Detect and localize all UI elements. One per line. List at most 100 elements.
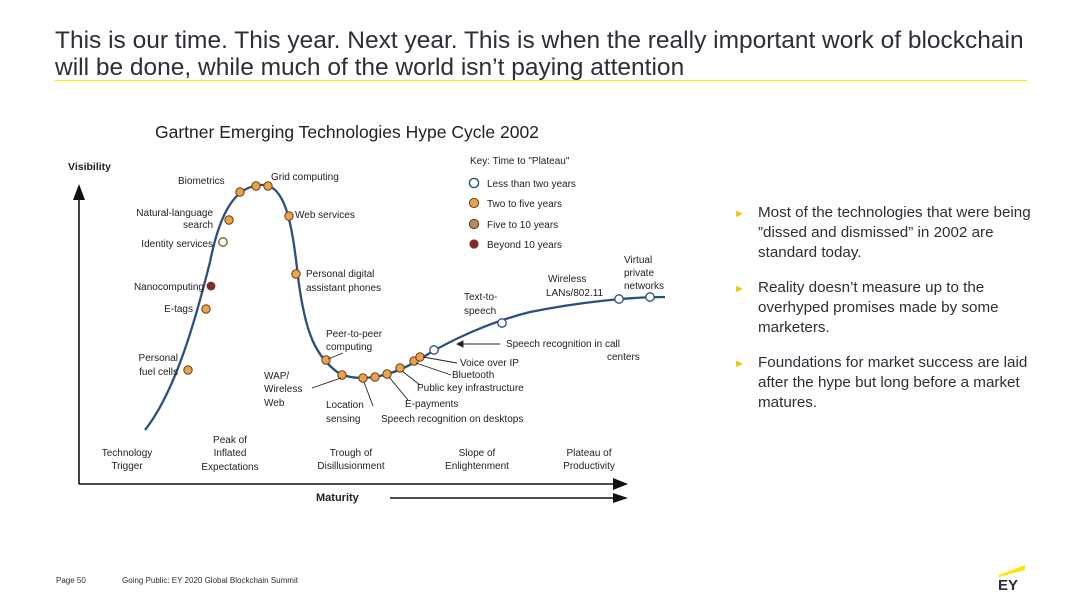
marker-pki bbox=[395, 363, 405, 373]
label-grid-computing: Grid computing bbox=[271, 172, 339, 183]
phase-peak-1: Peak of bbox=[213, 435, 247, 446]
footer-event: Going Public: EY 2020 Global Blockchain … bbox=[122, 576, 298, 585]
legend-icon-five-to-ten bbox=[468, 218, 480, 230]
label-biometrics: Biometrics bbox=[178, 176, 225, 187]
legend-icon-less-than-two bbox=[468, 177, 480, 189]
x-axis-label: Maturity bbox=[316, 492, 360, 504]
slide-title: This is our time. This year. Next year. … bbox=[55, 27, 1024, 81]
label-epayments: E-payments bbox=[405, 399, 458, 410]
leader-bluetooth bbox=[415, 362, 452, 376]
phase-trigger-2: Trigger bbox=[111, 461, 143, 472]
bullet-arrow-icon: ► bbox=[734, 358, 745, 370]
marker-fuel-cells bbox=[183, 365, 193, 375]
marker-biometrics bbox=[235, 187, 245, 197]
label-tts-2: speech bbox=[464, 306, 496, 317]
label-vpn-2: private bbox=[624, 268, 654, 279]
leader-speech-call-arrow-icon bbox=[455, 340, 464, 348]
marker-speech-call bbox=[429, 345, 439, 355]
label-vpn-1: Virtual bbox=[624, 255, 652, 266]
ey-logo: EY bbox=[998, 565, 1025, 592]
legend: Key: Time to "Plateau" Less than two yea… bbox=[468, 156, 576, 251]
legend-item-3: Five to 10 years bbox=[487, 220, 558, 231]
label-speech-call-1: Speech recognition in call bbox=[506, 339, 620, 350]
marker-web-services bbox=[284, 211, 294, 221]
phase-plateau-1: Plateau of bbox=[566, 448, 611, 459]
phase-plateau-2: Productivity bbox=[563, 461, 615, 472]
label-wireless-2: LANs/802.11 bbox=[546, 288, 604, 299]
leader-lines bbox=[311, 340, 500, 407]
bullet-item: ► Foundations for market success are laid… bbox=[734, 353, 1034, 413]
legend-icon-two-to-five bbox=[468, 197, 480, 209]
phase-slope-1: Slope of bbox=[459, 448, 496, 459]
phase-trough-2: Disillusionment bbox=[317, 461, 384, 472]
label-bluetooth: Bluetooth bbox=[452, 370, 494, 381]
legend-item-2: Two to five years bbox=[487, 199, 562, 210]
marker-vpn bbox=[645, 292, 655, 302]
y-axis-arrow-icon bbox=[73, 184, 85, 200]
technology-labels: Biometrics Grid computing Natural-langua… bbox=[134, 172, 664, 425]
marker-pda bbox=[291, 269, 301, 279]
bullet-arrow-icon: ► bbox=[734, 283, 745, 295]
leader-wap bbox=[311, 377, 342, 389]
maturity-arrow-icon bbox=[613, 493, 628, 503]
leader-location bbox=[363, 381, 374, 407]
bullet-list: ► Most of the technologies that were bein… bbox=[734, 203, 1034, 428]
label-wap-1: WAP/ bbox=[264, 371, 289, 382]
label-tts-1: Text-to- bbox=[464, 292, 497, 303]
leader-pki bbox=[401, 370, 421, 386]
phase-trigger-1: Technology bbox=[102, 448, 153, 459]
label-wireless-1: Wireless bbox=[548, 274, 586, 285]
label-etags: E-tags bbox=[164, 304, 193, 315]
marker-identity bbox=[218, 237, 228, 247]
marker-grid-b bbox=[263, 181, 273, 191]
label-nl-1: Natural-language bbox=[136, 208, 213, 219]
marker-etags bbox=[201, 304, 211, 314]
label-speech-call-2: centers bbox=[607, 352, 640, 363]
phase-labels: Technology Trigger Peak of Inflated Expe… bbox=[102, 435, 615, 473]
legend-item-1: Less than two years bbox=[487, 179, 576, 190]
label-wap-3: Web bbox=[264, 398, 285, 409]
label-pda-2: assistant phones bbox=[306, 283, 381, 294]
phase-peak-2: Inflated bbox=[214, 448, 247, 459]
leader-p2p bbox=[327, 352, 344, 360]
label-p2p-2: computing bbox=[326, 342, 372, 353]
marker-voip bbox=[415, 352, 425, 362]
legend-item-4: Beyond 10 years bbox=[487, 240, 562, 251]
marker-epayments bbox=[382, 369, 392, 379]
label-nl-2: search bbox=[183, 220, 213, 231]
bullet-text: Most of the technologies that were being… bbox=[758, 204, 1031, 261]
leader-epayments bbox=[388, 376, 409, 401]
ey-logo-beam-icon bbox=[999, 565, 1025, 577]
marker-nl-search bbox=[224, 215, 234, 225]
diagram-heading: Gartner Emerging Technologies Hype Cycle… bbox=[155, 122, 539, 142]
x-axis-arrow-icon bbox=[613, 478, 628, 490]
curve-markers bbox=[183, 181, 655, 383]
label-identity: Identity services bbox=[141, 239, 213, 250]
label-p2p-1: Peer-to-peer bbox=[326, 329, 383, 340]
marker-tts bbox=[497, 318, 507, 328]
label-nanocomputing: Nanocomputing bbox=[134, 282, 204, 293]
bullet-text: Foundations for market success are laid … bbox=[758, 354, 1028, 411]
label-wap-2: Wireless bbox=[264, 384, 302, 395]
label-location-2: sensing bbox=[326, 414, 360, 425]
marker-speech-desktop bbox=[370, 372, 380, 382]
marker-nanocomputing bbox=[206, 281, 216, 291]
label-voip: Voice over IP bbox=[460, 358, 519, 369]
label-location-1: Location bbox=[326, 400, 364, 411]
phase-peak-3: Expectations bbox=[201, 462, 258, 473]
phase-trough-1: Trough of bbox=[330, 448, 373, 459]
label-web-services: Web services bbox=[295, 210, 355, 221]
label-pda-1: Personal digital bbox=[306, 269, 374, 280]
marker-wap bbox=[337, 370, 347, 380]
hype-cycle-diagram: Gartner Emerging Technologies Hype Cycle… bbox=[68, 122, 666, 504]
ey-logo-text: EY bbox=[998, 577, 1018, 592]
marker-location bbox=[358, 373, 368, 383]
label-speech-desktop: Speech recognition on desktops bbox=[381, 414, 523, 425]
title-underline bbox=[55, 80, 1027, 81]
y-axis-label: Visibility bbox=[68, 161, 111, 173]
phase-slope-2: Enlightenment bbox=[445, 461, 509, 472]
bullet-item: ► Reality doesn’t measure up to the overh… bbox=[734, 278, 1034, 338]
footer-page-number: Page 50 bbox=[56, 576, 86, 585]
leader-voip bbox=[422, 356, 458, 364]
hype-curve bbox=[144, 183, 666, 431]
